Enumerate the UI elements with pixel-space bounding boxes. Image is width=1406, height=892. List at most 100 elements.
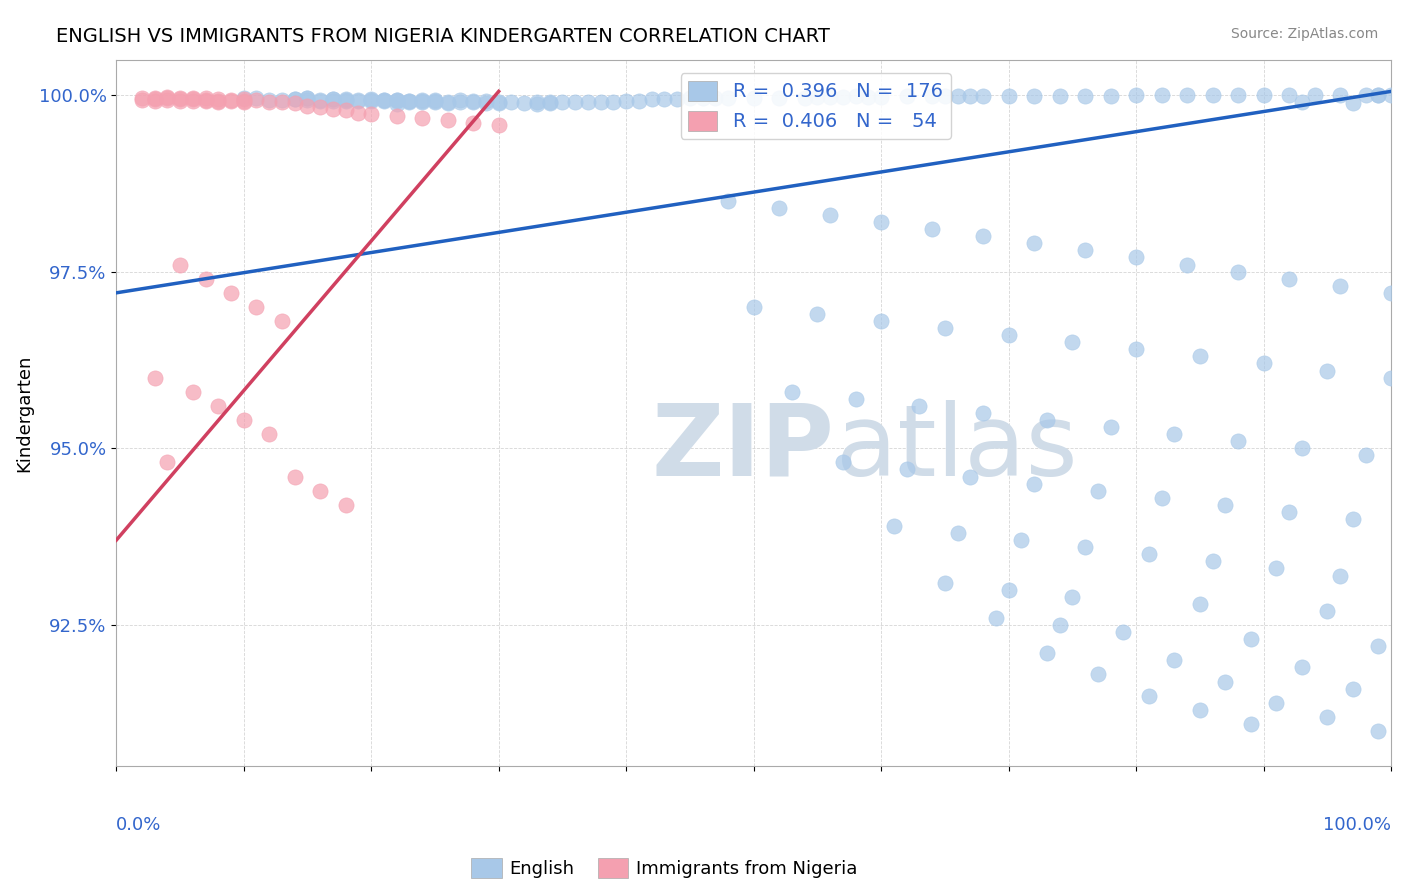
Point	[463, 95, 485, 109]
Point	[194, 91, 217, 105]
Point	[194, 93, 217, 107]
Text: ZIP: ZIP	[651, 400, 835, 497]
Point	[1240, 717, 1263, 731]
Point	[181, 94, 204, 108]
Point	[271, 314, 294, 328]
Point	[360, 92, 382, 106]
Point	[1137, 547, 1160, 561]
Point	[1367, 87, 1389, 102]
Point	[335, 498, 357, 512]
Point	[207, 399, 229, 413]
Point	[143, 92, 166, 106]
Point	[1188, 703, 1211, 717]
Point	[347, 94, 370, 108]
Point	[526, 97, 548, 112]
Point	[297, 91, 319, 105]
Point	[717, 194, 740, 208]
Point	[385, 97, 408, 112]
Point	[1379, 285, 1402, 300]
Point	[997, 328, 1019, 343]
Point	[1227, 434, 1250, 449]
Point	[1329, 568, 1351, 582]
Point	[398, 95, 420, 109]
Point	[1125, 251, 1147, 265]
Point	[488, 118, 510, 132]
Point	[896, 462, 918, 476]
Point	[322, 92, 344, 106]
Point	[309, 483, 332, 498]
Point	[526, 95, 548, 109]
Point	[576, 95, 599, 109]
Point	[245, 91, 267, 105]
Point	[131, 93, 153, 107]
Point	[1341, 96, 1364, 111]
Point	[309, 93, 332, 107]
Point	[1099, 88, 1122, 103]
Point	[322, 92, 344, 106]
Point	[411, 95, 433, 109]
Point	[1278, 271, 1301, 285]
Point	[1099, 420, 1122, 434]
Point	[1125, 343, 1147, 357]
Point	[131, 91, 153, 105]
Point	[347, 93, 370, 107]
Point	[207, 94, 229, 108]
Point	[1291, 442, 1313, 456]
Point	[1291, 660, 1313, 674]
Point	[271, 93, 294, 107]
Point	[257, 93, 280, 107]
Point	[1278, 87, 1301, 102]
Point	[831, 90, 853, 104]
Point	[921, 89, 943, 103]
Point	[768, 201, 790, 215]
Point	[921, 222, 943, 236]
Point	[1379, 370, 1402, 384]
Point	[1188, 597, 1211, 611]
Point	[1379, 87, 1402, 102]
Point	[423, 95, 446, 109]
Point	[169, 258, 191, 272]
Point	[959, 469, 981, 483]
Point	[232, 92, 254, 106]
Point	[1213, 674, 1236, 689]
Point	[1163, 427, 1185, 442]
Point	[538, 96, 561, 111]
Point	[768, 91, 790, 105]
Point	[997, 582, 1019, 597]
Point	[156, 455, 179, 469]
Point	[423, 94, 446, 108]
Point	[398, 94, 420, 108]
Point	[717, 91, 740, 105]
Point	[423, 93, 446, 107]
Point	[614, 94, 637, 108]
Point	[335, 92, 357, 106]
Point	[373, 93, 395, 107]
Point	[831, 455, 853, 469]
Point	[538, 95, 561, 109]
Point	[1316, 604, 1339, 618]
Point	[1253, 87, 1275, 102]
Point	[411, 93, 433, 107]
Point	[360, 93, 382, 107]
Point	[194, 95, 217, 109]
Point	[1316, 710, 1339, 724]
Point	[1022, 476, 1045, 491]
Point	[385, 109, 408, 123]
Point	[1175, 258, 1198, 272]
Point	[793, 91, 815, 105]
Point	[1074, 244, 1097, 258]
Text: English: English	[509, 860, 574, 878]
Text: Immigrants from Nigeria: Immigrants from Nigeria	[636, 860, 856, 878]
Point	[322, 94, 344, 108]
Point	[284, 92, 307, 106]
Point	[501, 95, 523, 109]
Point	[513, 96, 536, 111]
Point	[1087, 667, 1109, 681]
Point	[245, 93, 267, 107]
Text: atlas: atlas	[837, 400, 1078, 497]
Point	[169, 94, 191, 108]
Point	[1354, 87, 1376, 102]
Point	[972, 88, 994, 103]
Point	[1074, 540, 1097, 554]
Point	[297, 98, 319, 112]
